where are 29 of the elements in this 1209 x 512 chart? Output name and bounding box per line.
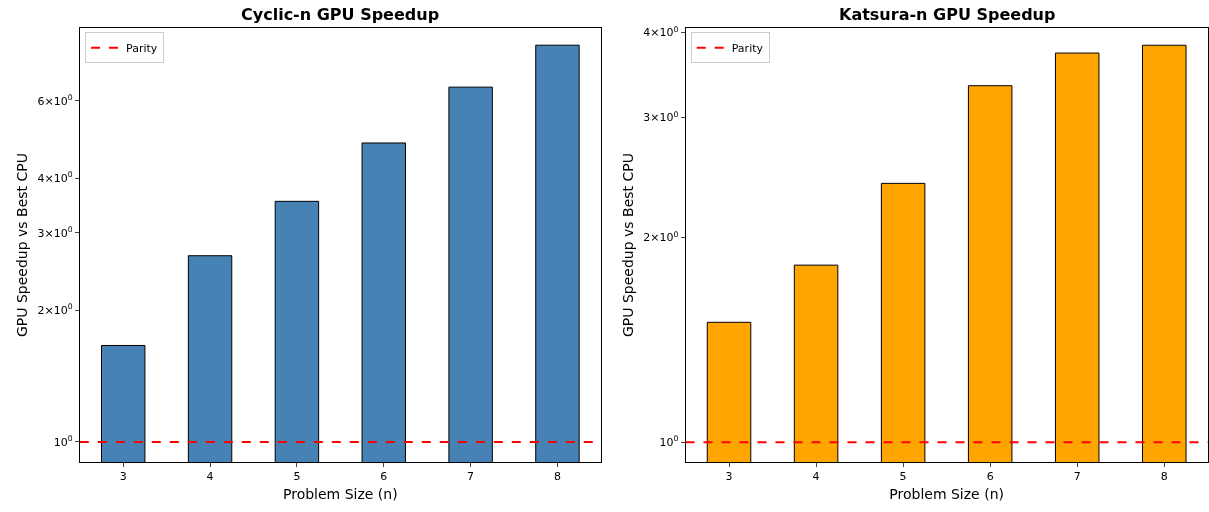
x-tick-label: 4 <box>206 470 214 484</box>
y-tick-label: 3×10$^{0}$ <box>37 225 73 240</box>
x-tick-label: 5 <box>899 470 907 484</box>
y-tick-label: 2×10$^{0}$ <box>37 302 73 317</box>
y-tick-label: 4×10$^{0}$ <box>37 170 73 185</box>
x-axis-title: Problem Size (n) <box>282 485 398 502</box>
chart-title: Katsura-n GPU Speedup <box>839 5 1056 24</box>
y-axis-title: GPU Speedup vs Best CPU <box>14 152 31 338</box>
y-tick-label: 6×10$^{0}$ <box>37 93 73 108</box>
legend-label: Parity <box>126 42 158 56</box>
y-axis-title: GPU Speedup vs Best CPU <box>619 152 636 338</box>
x-axis-title: Problem Size (n) <box>889 485 1004 502</box>
x-tick-label: 4 <box>812 470 820 484</box>
y-tick-label: 4×10$^{0}$ <box>643 24 679 40</box>
x-tick-label: 5 <box>293 470 301 484</box>
x-tick-label: 6 <box>380 470 388 484</box>
x-tick-label: 3 <box>119 470 127 484</box>
x-tick-label: 6 <box>986 470 994 484</box>
chart-title: Cyclic-n GPU Speedup <box>241 5 440 24</box>
y-tick-label: 10$^{0}$ <box>53 434 73 449</box>
x-tick-label: 7 <box>467 470 475 484</box>
x-tick-label: 8 <box>553 470 561 484</box>
y-tick-label: 10$^{0}$ <box>659 434 679 449</box>
x-tick-label: 7 <box>1073 470 1081 484</box>
x-tick-label: 8 <box>1160 470 1168 484</box>
x-tick-label: 3 <box>725 470 733 484</box>
y-tick-label: 3×10$^{0}$ <box>643 109 679 125</box>
legend-label: Parity <box>731 42 764 56</box>
y-tick-label: 2×10$^{0}$ <box>643 229 679 245</box>
